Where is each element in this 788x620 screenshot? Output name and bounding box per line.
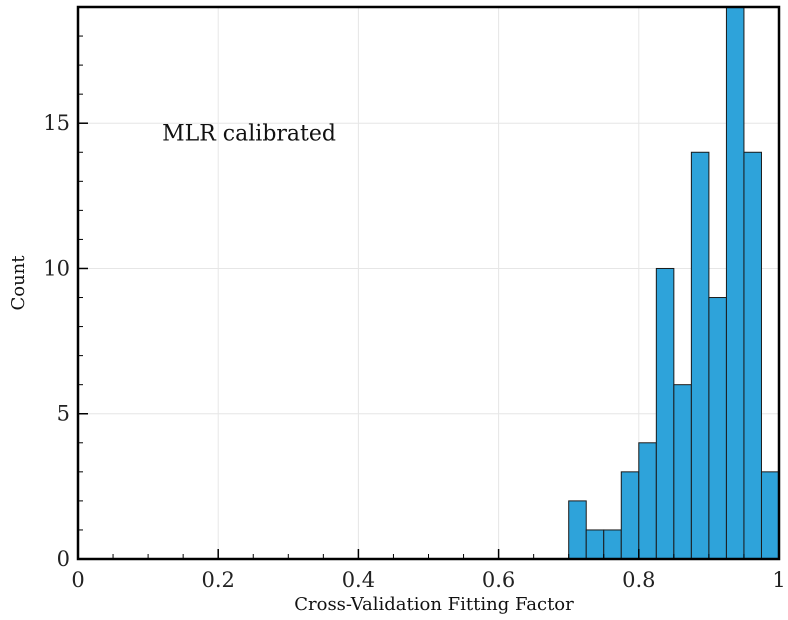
x-tick-label: 0.6	[482, 568, 515, 592]
histogram-bar	[673, 384, 692, 560]
histogram-bar	[585, 529, 605, 560]
histogram-bar	[690, 151, 710, 560]
x-tick-label: 0.8	[622, 568, 655, 592]
histogram-bar	[603, 529, 622, 560]
y-axis-title: Count	[8, 255, 29, 311]
histogram-bars	[568, 6, 780, 560]
y-tick-label: 5	[57, 402, 70, 426]
annotation-label: MLR calibrated	[162, 122, 336, 147]
histogram-bar	[743, 151, 762, 560]
y-tick-label: 10	[43, 256, 70, 280]
x-tick-label: 0	[71, 568, 84, 592]
y-tick-label: 15	[43, 111, 70, 135]
x-tick-label: 0.2	[201, 568, 234, 592]
x-tick-label: 1	[772, 568, 785, 592]
x-tick-label: 0.4	[342, 568, 375, 592]
histogram-bar	[620, 471, 640, 560]
grid-lines	[78, 7, 779, 559]
histogram-bar	[760, 471, 780, 560]
axis-ticks	[77, 35, 780, 560]
histogram-bar	[638, 442, 657, 560]
histogram-bar	[708, 297, 727, 560]
histogram-bar	[725, 6, 745, 560]
y-tick-label: 0	[57, 547, 70, 571]
histogram-bar	[568, 500, 587, 560]
histogram-bar	[655, 267, 675, 560]
x-axis-title: Cross-Validation Fitting Factor	[294, 594, 574, 615]
